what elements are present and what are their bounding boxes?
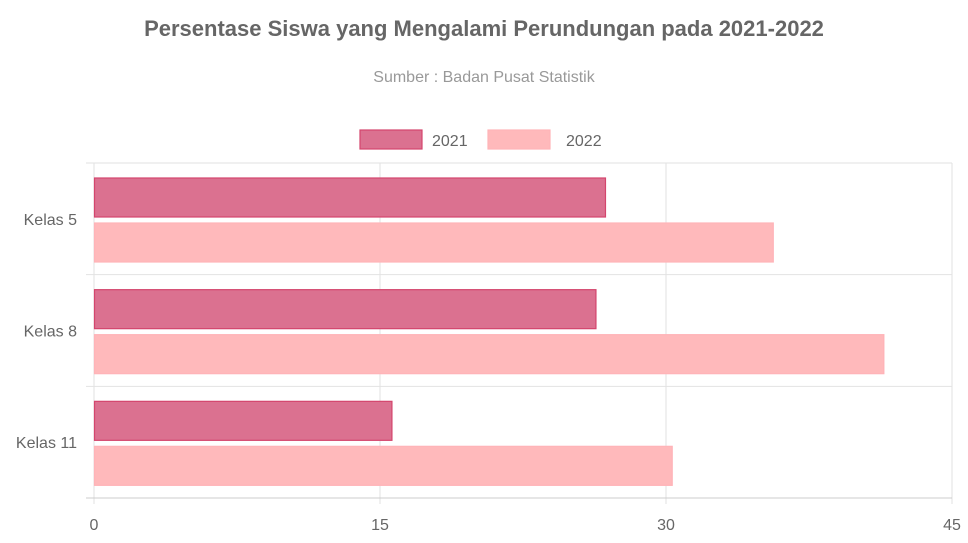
legend-swatch-2022[interactable] (487, 129, 551, 150)
bar-2021-kelas-11[interactable] (93, 400, 393, 441)
x-tick-label: 15 (371, 517, 389, 534)
bar-2021-kelas-5[interactable] (93, 177, 607, 218)
x-tick-label: 30 (657, 517, 675, 534)
bar-2022-kelas-5[interactable] (93, 222, 774, 263)
bar-2022-kelas-11[interactable] (93, 445, 673, 486)
bar-2021-kelas-8[interactable] (93, 289, 597, 330)
bar-2022-kelas-8[interactable] (93, 334, 885, 375)
y-tick-label: Kelas 11 (16, 435, 77, 452)
y-tick-label: Kelas 8 (24, 324, 77, 341)
x-tick-label: 45 (943, 517, 961, 534)
chart-title: Persentase Siswa yang Mengalami Perundun… (144, 16, 824, 41)
legend-swatch-2021[interactable] (359, 129, 423, 150)
chart-subtitle: Sumber : Badan Pusat Statistik (373, 69, 595, 86)
legend-label-2022[interactable]: 2022 (566, 133, 602, 150)
legend-label-2021[interactable]: 2021 (432, 133, 468, 150)
y-tick-label: Kelas 5 (24, 212, 77, 229)
x-tick-label: 0 (90, 517, 99, 534)
